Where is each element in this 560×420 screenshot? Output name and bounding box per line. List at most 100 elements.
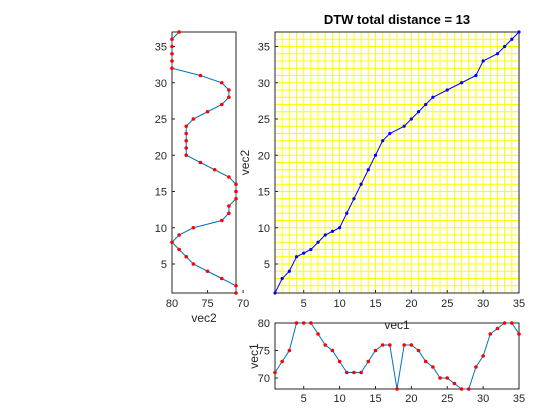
data-point bbox=[445, 88, 449, 92]
dtw-path-chart: 5 10 15 20 25 30 35 5 10 15 20 25 30 35 DTW total dis… bbox=[238, 12, 525, 332]
x-tick-label: 70 bbox=[237, 298, 249, 310]
data-point bbox=[170, 240, 174, 245]
data-point bbox=[510, 37, 514, 41]
vec2-chart: 80 75 70 5 10 15 20 25 30 35 vec2 bbox=[155, 30, 249, 325]
data-point bbox=[373, 153, 378, 157]
data-point bbox=[184, 146, 189, 150]
data-point bbox=[227, 204, 231, 208]
data-point bbox=[184, 153, 189, 158]
x-tick-label: 10 bbox=[333, 393, 345, 405]
data-point bbox=[481, 59, 485, 63]
data-point bbox=[323, 233, 327, 237]
y-axis-label: vec1 bbox=[247, 343, 261, 369]
data-point bbox=[502, 321, 507, 325]
data-point bbox=[344, 370, 349, 375]
data-point bbox=[287, 348, 292, 353]
data-point bbox=[184, 254, 189, 259]
y-tick-label: 25 bbox=[258, 114, 270, 126]
data-point bbox=[423, 359, 428, 364]
data-point bbox=[409, 343, 414, 347]
data-point bbox=[431, 365, 435, 369]
data-point bbox=[474, 73, 478, 78]
data-point bbox=[309, 247, 313, 252]
data-point bbox=[170, 59, 174, 63]
data-point bbox=[517, 30, 521, 34]
x-tick-label: 5 bbox=[301, 393, 307, 405]
data-point bbox=[227, 88, 231, 92]
data-point bbox=[205, 109, 210, 114]
data-point bbox=[205, 269, 210, 274]
ticks: 80 75 70 5 10 15 20 25 30 35 bbox=[155, 42, 249, 311]
y-tick-label: 20 bbox=[258, 150, 270, 162]
x-tick-label: 30 bbox=[477, 393, 489, 405]
data-point bbox=[309, 321, 313, 325]
data-point bbox=[337, 226, 342, 230]
data-point bbox=[366, 359, 371, 364]
data-point bbox=[495, 326, 500, 331]
y-tick-label: 10 bbox=[258, 223, 270, 235]
data-point bbox=[294, 255, 299, 259]
x-tick-label: 30 bbox=[477, 298, 489, 310]
data-point bbox=[227, 211, 231, 216]
data-point bbox=[503, 44, 507, 49]
x-tick-label: 15 bbox=[369, 393, 381, 405]
data-point bbox=[191, 262, 196, 266]
data-point bbox=[466, 387, 471, 391]
data-point bbox=[445, 376, 450, 380]
series bbox=[273, 321, 521, 391]
data-point bbox=[352, 370, 356, 375]
data-point bbox=[459, 81, 464, 85]
chart-title: DTW total distance = 13 bbox=[324, 12, 470, 27]
series-line bbox=[171, 31, 237, 293]
data-point bbox=[352, 197, 356, 201]
data-point bbox=[481, 354, 485, 358]
y-tick-label: 25 bbox=[155, 114, 167, 126]
data-point bbox=[345, 211, 349, 215]
y-tick-label: 30 bbox=[258, 78, 270, 90]
y-tick-label: 35 bbox=[258, 42, 270, 54]
data-point bbox=[273, 291, 277, 295]
x-tick-label: 25 bbox=[441, 298, 453, 310]
data-point bbox=[452, 381, 457, 386]
data-point bbox=[170, 37, 174, 42]
data-point bbox=[330, 229, 335, 233]
data-point bbox=[495, 52, 500, 56]
y-tick-label: 70 bbox=[258, 373, 270, 385]
data-point bbox=[359, 370, 363, 375]
data-point bbox=[227, 95, 231, 100]
data-point bbox=[366, 168, 370, 172]
y-tick-label: 20 bbox=[155, 150, 167, 162]
data-point bbox=[330, 348, 335, 353]
ticks: 5 10 15 20 25 30 35 70 75 80 bbox=[258, 318, 525, 405]
data-point bbox=[219, 80, 224, 85]
data-point bbox=[438, 376, 442, 380]
data-point bbox=[184, 124, 189, 129]
y-tick-label: 80 bbox=[258, 318, 270, 330]
x-tick-label: 80 bbox=[166, 298, 178, 310]
x-axis-label: vec2 bbox=[191, 311, 217, 325]
x-tick-label: 25 bbox=[441, 393, 453, 405]
x-tick-label: 20 bbox=[405, 393, 417, 405]
data-point bbox=[488, 332, 493, 336]
data-point bbox=[212, 167, 217, 172]
data-point bbox=[191, 225, 196, 230]
data-point bbox=[184, 138, 189, 143]
data-point bbox=[323, 343, 328, 347]
data-point bbox=[316, 240, 320, 244]
data-point bbox=[402, 343, 406, 347]
data-point bbox=[177, 30, 181, 34]
data-point bbox=[184, 131, 189, 136]
data-point bbox=[198, 73, 203, 78]
x-axis-label: vec1 bbox=[384, 318, 410, 332]
y-tick-label: 30 bbox=[155, 78, 167, 90]
data-point bbox=[381, 139, 385, 143]
data-point bbox=[273, 370, 277, 375]
data-point bbox=[287, 269, 291, 273]
data-point bbox=[170, 51, 174, 56]
data-point bbox=[474, 365, 478, 369]
data-point bbox=[388, 131, 392, 136]
data-point bbox=[234, 283, 238, 288]
series bbox=[170, 30, 238, 295]
y-tick-label: 35 bbox=[155, 42, 167, 54]
data-point bbox=[416, 348, 421, 353]
